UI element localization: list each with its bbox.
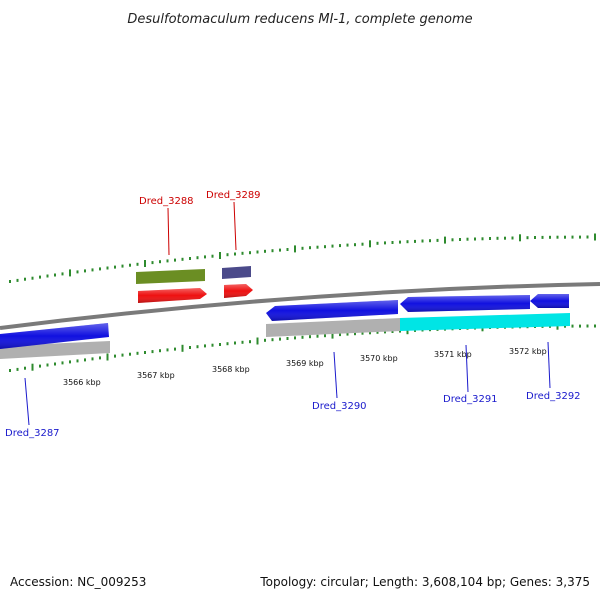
scale-label-3567: 3567 kbp [137,371,175,380]
leader-line-dred-3288 [167,207,170,256]
accession-text: Accession: NC_009253 [10,575,146,589]
scale-label-3566: 3566 kbp [63,378,101,387]
scale-label-3572: 3572 kbp [509,347,547,356]
gene-label-dred-3290[interactable]: Dred_3290 [312,401,367,412]
gene-label-dred-3288[interactable]: Dred_3288 [139,196,194,207]
feature-bar-dred-3291-3292[interactable] [400,313,570,331]
leader-line-dred-3292 [547,341,551,389]
leader-line-dred-3287 [24,377,30,426]
outer-tick-track [9,233,596,283]
feature-bar-dred-3289[interactable] [222,266,251,279]
scale-label-3568: 3568 kbp [212,365,250,374]
leader-line-dred-3290 [333,351,338,399]
scale-label-3570: 3570 kbp [360,354,398,363]
scale-label-3569: 3569 kbp [286,359,324,368]
feature-bar-dred-3288[interactable] [136,269,205,284]
gene-label-dred-3291[interactable]: Dred_3291 [443,394,498,405]
genome-backbone [0,282,600,330]
gene-label-dred-3287[interactable]: Dred_3287 [5,428,60,439]
gene-label-dred-3292[interactable]: Dred_3292 [526,391,581,402]
leader-line-dred-3289 [233,201,237,251]
scale-label-3571: 3571 kbp [434,350,472,359]
gene-label-dred-3289[interactable]: Dred_3289 [206,190,261,201]
leader-line-dred-3291 [465,344,469,393]
feature-bar-dred-3290[interactable] [266,318,400,337]
genome-summary-text: Topology: circular; Length: 3,608,104 bp… [259,575,590,589]
map-title: Desulfotomaculum reducens MI-1, complete… [127,12,472,27]
shading-overlay [0,284,569,349]
